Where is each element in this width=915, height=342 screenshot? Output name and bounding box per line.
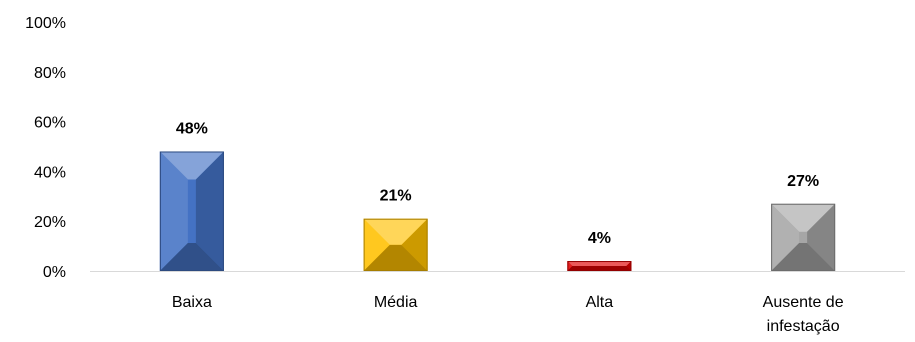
y-tick-label: 100% bbox=[25, 15, 66, 32]
bar-outline bbox=[771, 203, 836, 272]
category-label-line: infestação bbox=[767, 318, 840, 335]
y-tick-label: 20% bbox=[34, 214, 66, 231]
bar-outline bbox=[159, 151, 224, 271]
bar-bevel-left bbox=[567, 261, 573, 271]
x-axis: Baixa Média Alta Ausente de infestação bbox=[172, 294, 844, 335]
y-tick-label: 80% bbox=[34, 65, 66, 82]
bar-bevel-left bbox=[771, 203, 800, 271]
y-tick-label: 40% bbox=[34, 164, 66, 181]
bar-bevel-top bbox=[567, 261, 632, 267]
bar-bevel-right bbox=[626, 261, 632, 271]
data-label: 21% bbox=[380, 188, 412, 205]
bar bbox=[567, 261, 632, 272]
bar-bevel-top bbox=[771, 203, 836, 232]
bar-bevel-bottom bbox=[771, 243, 836, 271]
bar bbox=[771, 203, 836, 272]
category-label-line: Média bbox=[374, 294, 418, 311]
bars: 48% 21% 4% 27% bbox=[159, 120, 836, 272]
bar-bevel-top bbox=[159, 151, 224, 180]
bar-bevel-bottom bbox=[159, 243, 224, 271]
bar-outline bbox=[363, 218, 428, 272]
category-label: Baixa bbox=[172, 294, 212, 311]
data-label: 27% bbox=[787, 173, 819, 190]
bar-bevel-right bbox=[195, 151, 224, 271]
y-tick-label: 0% bbox=[43, 264, 66, 281]
bar-bevel-top bbox=[363, 218, 428, 245]
category-label-line: Ausente de bbox=[763, 294, 844, 311]
data-label: 48% bbox=[176, 120, 208, 137]
y-axis: 0% 20% 40% 60% 80% 100% bbox=[25, 15, 66, 281]
bar-bevel-left bbox=[363, 218, 390, 271]
bar bbox=[363, 218, 428, 272]
bar-bevel-right bbox=[401, 218, 428, 271]
bar-bevel-right bbox=[807, 203, 836, 271]
category-label: Ausente de infestação bbox=[763, 294, 844, 335]
category-label: Média bbox=[374, 294, 418, 311]
bar-outline bbox=[567, 261, 632, 272]
bar-bevel-left bbox=[159, 151, 188, 271]
category-label-line: Baixa bbox=[172, 294, 212, 311]
bar-bevel-bottom bbox=[567, 266, 632, 271]
bar-bevel-bottom bbox=[363, 244, 428, 271]
bar bbox=[159, 151, 224, 271]
y-tick-label: 60% bbox=[34, 115, 66, 132]
category-label: Alta bbox=[586, 294, 614, 311]
category-label-line: Alta bbox=[586, 294, 614, 311]
data-label: 4% bbox=[588, 230, 611, 247]
